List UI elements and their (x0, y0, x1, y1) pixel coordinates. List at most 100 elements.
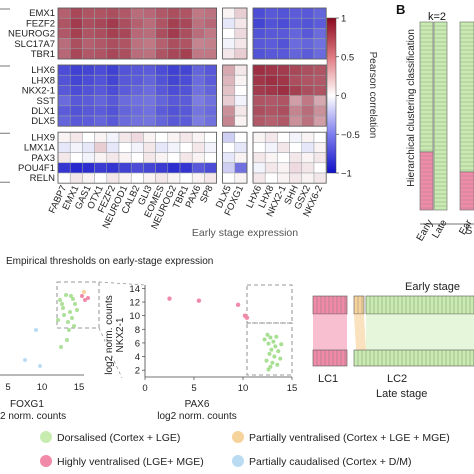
heatmap-cell (264, 105, 278, 117)
pax6-point-dorsal (275, 362, 280, 367)
heatmap-cell (69, 85, 83, 96)
heatmap-cell (69, 131, 83, 143)
heatmap-cell (204, 17, 217, 29)
heatmap-cell (130, 85, 144, 96)
heatmap-cell (167, 28, 181, 39)
heatmap-cell (252, 48, 266, 60)
heatmap-cell (106, 162, 120, 174)
heatmap-cell (106, 131, 120, 143)
heatmap-cell (289, 38, 303, 50)
heatmap-cell (167, 64, 181, 76)
heatmap-col-label: SP8 (198, 184, 216, 205)
heatmap-cell (313, 142, 327, 153)
pax6-point-dorsal (267, 351, 272, 356)
heatmap-cell (155, 7, 169, 19)
heatmap-cell (234, 105, 248, 117)
heatmap-cell (301, 17, 315, 29)
heatmap-cell (130, 105, 144, 117)
heatmap-cell (106, 7, 120, 19)
heatmap-cell (57, 38, 71, 50)
pax6-x-tick-label: 0 (142, 383, 147, 394)
heatmap-cell (82, 85, 95, 96)
heatmap-cell (234, 64, 248, 76)
nkx21-y-tick-label: 4 (135, 352, 140, 363)
heatmap-cell (155, 105, 169, 117)
heatmap-cell (155, 115, 169, 127)
nkx21-ylabel2: NKX2-1 (115, 317, 126, 352)
heatmap-cell (301, 152, 315, 164)
heatmap-cell (94, 142, 108, 153)
foxg1-point-ventral (86, 296, 90, 300)
heatmap-cell (155, 131, 169, 143)
heatmap-cell (179, 105, 193, 117)
heatmap-cell (155, 74, 169, 86)
heatmap-cell (204, 115, 217, 127)
flow-late-bar (312, 349, 348, 367)
heatmap-cell (94, 152, 108, 164)
heatmap-cell (264, 74, 278, 86)
heatmap-cell (264, 131, 278, 143)
heatmap-cell (289, 95, 303, 107)
nkx21-y-tick-label: 6 (135, 338, 140, 349)
heatmap-cell (106, 95, 120, 107)
heatmap-cell (264, 152, 278, 164)
heatmap-cell (313, 38, 327, 50)
heatmap-cell (277, 172, 290, 184)
nkx21-y-tick-label: 12 (129, 298, 140, 309)
heatmap-cell (118, 48, 132, 60)
legend-swatch-partially-caudalised (232, 455, 244, 467)
heatmap-cell (313, 115, 327, 127)
heatmap-cell (191, 105, 205, 117)
heatmap-cell (234, 17, 248, 29)
pax6-point-dorsal (274, 334, 279, 339)
heatmap-cell (94, 38, 108, 50)
pax6-point-dorsal (269, 347, 274, 352)
heatmap-cell (264, 64, 278, 76)
heatmap-cell (313, 172, 327, 184)
heatmap-cell (57, 142, 71, 153)
heatmap-cell (143, 38, 156, 50)
heatmap-cell (301, 85, 315, 96)
heatmap-block-border (222, 7, 248, 60)
heatmap-cell (179, 48, 193, 60)
heatmap-row-label: RELN (30, 173, 55, 184)
heatmap-cell (179, 17, 193, 29)
heatmap-cell (94, 85, 108, 96)
heatmap-cell (289, 162, 303, 174)
heatmap-cell (69, 172, 83, 184)
heatmap-cell (222, 17, 236, 29)
heatmap-cell (252, 162, 266, 174)
thresholds-title: Empirical thresholds on early-stage expr… (6, 256, 213, 267)
heatmap-cell (252, 152, 266, 164)
nkx21-y-tick-label: 10 (129, 311, 140, 322)
pax6-point-ventral (196, 298, 202, 303)
heatmap-row-label: PAX3 (31, 153, 55, 164)
heatmap-cell (289, 105, 303, 117)
heatmap-cell (252, 115, 266, 127)
heatmap-cell (167, 152, 181, 164)
legend-label-partially-caudalised: Partially caudalised (Cortex + D/M) (249, 456, 412, 468)
legend-label-highly-ventralised: Highly ventralised (LGE+ MGE) (57, 456, 204, 468)
heatmap-cell (82, 162, 95, 174)
heatmap-cell (130, 74, 144, 86)
heatmap-cell (204, 142, 217, 153)
heatmap-cell (118, 152, 132, 164)
heatmap-cell (204, 64, 217, 76)
heatmap-cell (191, 95, 205, 107)
foxg1-point-dorsal (60, 302, 64, 306)
heatmap-cell (313, 17, 327, 29)
heatmap-cell (191, 17, 205, 29)
foxg1-point-dorsal (71, 297, 75, 301)
heatmap-cell (222, 48, 236, 60)
heatmap-cell (252, 28, 266, 39)
heatmap-cell (204, 74, 217, 86)
heatmap-cell (191, 131, 205, 143)
heatmap-cell (204, 95, 217, 107)
heatmap-cell (313, 105, 327, 117)
heatmap-cell (57, 105, 71, 117)
heatmap-cell (69, 17, 83, 29)
heatmap-cell (252, 17, 266, 29)
pax6-point-dorsal (266, 367, 271, 372)
heatmap-cell (143, 152, 156, 164)
legend-swatch-highly-ventralised (40, 455, 52, 467)
